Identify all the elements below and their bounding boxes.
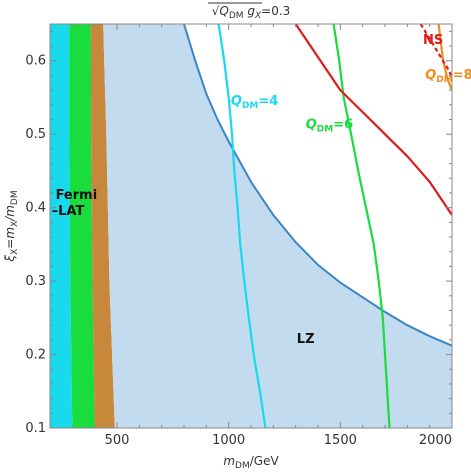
region-green-band — [69, 24, 95, 428]
x-tick-label: 1500 — [324, 433, 357, 448]
x-tick-label: 1000 — [212, 433, 245, 448]
y-axis-label: ξX=mX/mDM — [3, 190, 20, 262]
curve-q-dm-4 — [217, 24, 267, 428]
chart-title: √QDM gX=0.3 — [212, 4, 291, 21]
y-tick-label: 0.6 — [25, 54, 46, 69]
annotation-fermi-line1: Fermi — [56, 188, 98, 203]
xlabel-m: m — [223, 454, 235, 468]
y-tick-label: 0.2 — [25, 348, 46, 363]
ylabel-xi-sub: X — [10, 249, 20, 255]
annotation-q8: QDM=8 — [425, 68, 471, 85]
plot-area — [50, 24, 452, 428]
curve-q-dm-8 — [437, 24, 452, 91]
annotation-fermi-line2: –LAT — [52, 204, 85, 219]
title-value: =0.3 — [261, 4, 290, 18]
ylabel-eq-sub: X — [10, 221, 20, 227]
curve-q-dm-6 — [332, 24, 391, 428]
annotation-q-value: =6 — [333, 117, 353, 132]
curve-ns — [294, 24, 452, 216]
y-tick-label: 0.3 — [25, 274, 46, 289]
lz-boundary-curve — [183, 24, 452, 347]
xlabel-m-sub: DM — [235, 461, 250, 471]
title-q: Q — [219, 4, 228, 18]
region-cyan-band — [50, 24, 73, 428]
x-tick-label: 2000 — [419, 433, 452, 448]
curve-ns-dashed — [419, 24, 452, 78]
title-q-sub: DM — [229, 11, 244, 21]
annotation-q-sub: DM — [242, 101, 258, 111]
annotation-q-letter: Q — [231, 94, 242, 109]
curves — [183, 24, 452, 428]
ylabel-div-sub: DM — [10, 190, 20, 205]
ylabel-xi: ξ — [3, 255, 17, 263]
region-brown-band — [90, 24, 115, 428]
annotation-ns: NS — [423, 33, 443, 48]
annotation-q-value: =4 — [258, 94, 278, 109]
annotation-q-letter: Q — [306, 117, 317, 132]
y-tick-label: 0.5 — [25, 127, 46, 142]
y-tick-label: 0.1 — [25, 421, 46, 436]
region-lz — [103, 24, 452, 428]
axis-ticks: 500 1000 1500 2000 0.1 0.2 0.3 0.4 0.5 0.6 — [25, 24, 453, 448]
annotation-q-sub: DM — [317, 124, 333, 134]
annotation-q6: QDM=6 — [306, 117, 353, 134]
title-g-sub: X — [254, 11, 262, 21]
ylabel-eq: =m — [3, 227, 17, 249]
annotation-q-value: =8 — [453, 68, 471, 83]
ylabel-div: /m — [3, 205, 17, 222]
x-axis-label: mDM/GeV — [223, 454, 279, 471]
annotation-q-letter: Q — [425, 68, 436, 83]
annotation-lz: LZ — [297, 332, 315, 347]
annotation-q-sub: DM — [436, 75, 452, 85]
title-sqrt-sign: √ — [212, 4, 220, 18]
xlabel-unit: /GeV — [250, 454, 280, 468]
title-g: g — [244, 4, 256, 18]
y-tick-label: 0.4 — [25, 201, 46, 216]
annotation-q4: QDM=4 — [231, 94, 278, 111]
x-tick-label: 500 — [105, 433, 130, 448]
